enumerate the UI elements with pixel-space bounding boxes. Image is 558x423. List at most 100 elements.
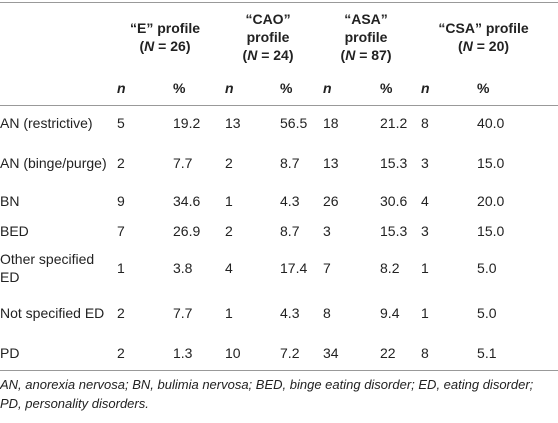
cell: 8.2 xyxy=(380,260,400,276)
column-name: “CAO” profile xyxy=(245,11,291,45)
cell: 1 xyxy=(225,192,233,209)
column-name: “ASA” profile xyxy=(344,11,388,45)
table-row: Not specified ED 2 7.7 1 4.3 8 9.4 1 5.0 xyxy=(0,291,558,336)
column-name: “E” profile xyxy=(130,20,201,36)
data-table: “E” profile (N = 26) “CAO” profile (N = 24)… xyxy=(0,2,558,371)
cell: 2 xyxy=(117,305,125,321)
cell: 8.7 xyxy=(280,155,300,171)
row-label: AN (binge/purge) xyxy=(0,155,107,171)
row-label: Not specified ED xyxy=(0,305,105,321)
count-var: N xyxy=(462,38,473,54)
count-rest: = 26) xyxy=(154,38,191,54)
cell: 20.0 xyxy=(477,192,505,209)
cell: 7.2 xyxy=(280,335,324,371)
cell: 8.7 xyxy=(280,222,300,239)
table-row: Other specified ED 1 3.8 4 17.4 7 8.2 1 5.0 xyxy=(0,246,558,291)
count-open: ( xyxy=(340,47,346,63)
cell: 18 xyxy=(323,115,339,132)
cell: 15.0 xyxy=(477,222,505,239)
cell: 1 xyxy=(421,305,429,321)
cell: 10 xyxy=(225,335,281,371)
cell: 22 xyxy=(380,335,422,371)
corner-cell xyxy=(0,71,117,106)
column-name: “CSA” profile xyxy=(438,20,529,36)
table-row: AN (restrictive) 5 19.2 13 56.5 18 21.2 8 40.0 xyxy=(0,106,558,141)
table-row: AN (binge/purge) 2 7.7 2 8.7 13 15.3 3 15.0 xyxy=(0,141,558,186)
cell: 26.9 xyxy=(173,222,201,239)
cell: 56.5 xyxy=(280,115,308,132)
subheader: % xyxy=(477,71,558,106)
count-open: ( xyxy=(242,47,248,63)
subheader: n xyxy=(117,71,173,106)
cell: 3.8 xyxy=(173,260,193,276)
cell: 2 xyxy=(117,155,125,171)
subheader: % xyxy=(380,71,422,106)
count-var: N xyxy=(247,47,258,63)
cell: 15.0 xyxy=(477,155,505,171)
cell: 9 xyxy=(117,192,125,209)
cell: 2 xyxy=(225,222,233,239)
subheader: n xyxy=(421,71,478,106)
cell: 13 xyxy=(323,155,339,171)
cell: 1 xyxy=(421,260,429,276)
table-body: AN (restrictive) 5 19.2 13 56.5 18 21.2 8 40.0 AN… xyxy=(0,106,558,371)
cell: 21.2 xyxy=(380,115,408,132)
table-row: BN 9 34.6 1 4.3 26 30.6 4 20.0 xyxy=(0,186,558,216)
cell: 2 xyxy=(225,155,233,171)
subheader-row: n% n% n% n% xyxy=(0,71,558,106)
subheader: % xyxy=(173,71,226,106)
cell: 5.1 xyxy=(477,335,558,371)
cell: 4.3 xyxy=(280,305,300,321)
cell: 30.6 xyxy=(380,192,408,209)
subheader: n xyxy=(225,71,281,106)
cell: 5.0 xyxy=(477,305,497,321)
cell: 9.4 xyxy=(380,305,400,321)
cell: 19.2 xyxy=(173,115,201,132)
row-label: AN (restrictive) xyxy=(0,115,93,132)
table-row: BED 7 26.9 2 8.7 3 15.3 3 15.0 xyxy=(0,216,558,246)
count-open: ( xyxy=(458,38,463,54)
row-label: Other specified ED xyxy=(0,251,95,285)
count-rest: = 24) xyxy=(257,47,294,63)
cell: 7 xyxy=(323,260,331,276)
row-label: BN xyxy=(0,192,20,209)
cell: 8 xyxy=(323,305,331,321)
corner-cell xyxy=(0,2,117,71)
cell: 2 xyxy=(117,335,173,371)
cell: 1.3 xyxy=(173,335,226,371)
column-header: “E” profile (N = 26) xyxy=(117,2,226,71)
cell: 5.0 xyxy=(477,260,497,276)
cell: 7.7 xyxy=(173,155,193,171)
count-open: ( xyxy=(139,38,145,54)
cell: 8 xyxy=(421,335,478,371)
cell: 7.7 xyxy=(173,305,193,321)
count-rest: = 87) xyxy=(355,47,392,63)
cell: 34 xyxy=(323,335,381,371)
column-header: “ASA” profile (N = 87) xyxy=(323,2,422,71)
cell: 26 xyxy=(323,192,339,209)
count-rest: = 20) xyxy=(472,38,510,54)
cell: 15.3 xyxy=(380,222,408,239)
row-label: PD xyxy=(0,335,117,371)
cell: 8 xyxy=(421,115,429,132)
cell: 7 xyxy=(117,222,125,239)
column-header: “CAO” profile (N = 24) xyxy=(225,2,324,71)
header-row: “E” profile (N = 26) “CAO” profile (N = 24)… xyxy=(0,2,558,71)
cell: 3 xyxy=(421,222,429,239)
cell: 1 xyxy=(117,260,125,276)
cell: 40.0 xyxy=(477,115,505,132)
footnote: AN, anorexia nervosa; BN, bulimia nervos… xyxy=(0,377,534,411)
row-label: BED xyxy=(0,222,29,239)
cell: 5 xyxy=(117,115,125,132)
count-var: N xyxy=(144,38,155,54)
column-header: “CSA” profile (N = 20) xyxy=(421,2,558,71)
subheader: n xyxy=(323,71,381,106)
cell: 13 xyxy=(225,115,241,132)
subheader: % xyxy=(280,71,324,106)
cell: 15.3 xyxy=(380,155,408,171)
cell: 17.4 xyxy=(280,260,308,276)
count-var: N xyxy=(345,47,356,63)
cell: 3 xyxy=(421,155,429,171)
cell: 34.6 xyxy=(173,192,201,209)
